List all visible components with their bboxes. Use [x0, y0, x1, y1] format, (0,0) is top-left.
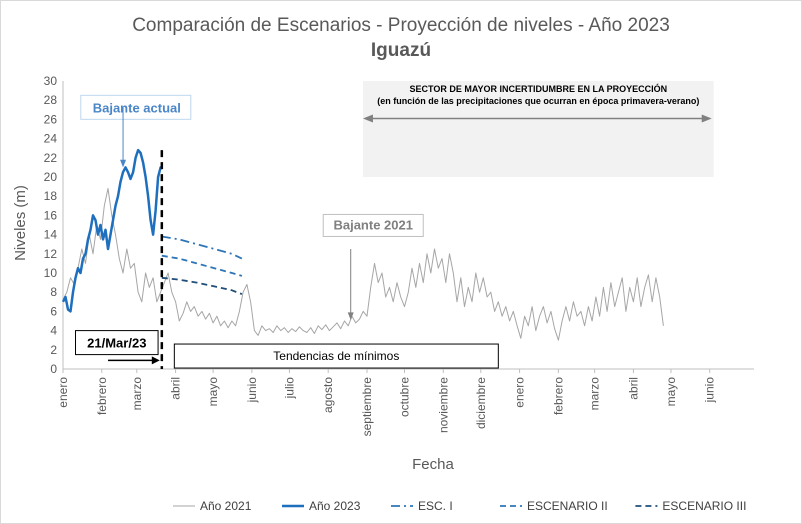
x-tick-label: mayo	[206, 377, 220, 407]
chart-subtitle: Iguazú	[371, 40, 431, 61]
x-tick-label: junio	[245, 377, 259, 404]
y-tick-label: 28	[44, 93, 58, 107]
x-tick-label: febrero	[95, 377, 109, 415]
y-tick-label: 16	[44, 208, 58, 222]
x-tick-label: enero	[56, 377, 70, 408]
date-label: 21/Mar/23	[87, 336, 146, 351]
y-tick-label: 22	[44, 151, 58, 165]
uncertainty-title: SECTOR DE MAYOR INCERTIDUMBRE EN LA PROY…	[409, 83, 667, 94]
series-0-line	[62, 188, 664, 341]
series-4-line	[161, 276, 243, 295]
y-axis-label: Niveles (m)	[12, 185, 29, 261]
y-tick-label: 26	[44, 112, 58, 126]
series-2-line	[161, 235, 243, 260]
x-tick-label: febrero	[551, 377, 565, 415]
x-tick-label: marzo	[588, 377, 602, 411]
y-tick-label: 0	[50, 362, 57, 376]
bajante-2021-box	[322, 213, 424, 237]
legend-label: Año 2021	[200, 499, 252, 513]
legend-label: ESCENARIO II	[527, 499, 608, 513]
x-tick-label: octubre	[398, 377, 412, 417]
y-tick-label: 8	[50, 285, 57, 299]
legend: Año 2021 Año 2023 ESC. I ESCENARIO II ESCENA…	[173, 499, 746, 513]
tendencias-label: Tendencias de mínimos	[273, 349, 399, 363]
y-tick-label: 12	[44, 247, 58, 261]
x-tick-label: mayo	[664, 377, 678, 407]
x-tick-label: diciembre	[474, 377, 488, 429]
y-tick-label: 6	[50, 304, 57, 318]
y-tick-label: 18	[44, 189, 58, 203]
uncertainty-subtitle: (en función de las precipitaciones que o…	[377, 96, 699, 106]
x-axis-label: Fecha	[412, 456, 454, 473]
x-tick-label: noviembre	[436, 377, 450, 433]
uncertainty-arrow-right-head	[701, 114, 712, 123]
date-box	[75, 330, 159, 356]
bajante-2021-label: Bajante 2021	[333, 217, 413, 232]
y-tick-label: 4	[50, 324, 57, 338]
bajante-2021-arrow-head	[347, 312, 354, 321]
bajante-actual-arrow-head	[120, 159, 127, 168]
series-3-line	[161, 254, 243, 277]
x-tick-label: enero	[513, 377, 527, 408]
x-tick-label: septiembre	[360, 377, 374, 437]
legend-label: ESCENARIO III	[662, 499, 746, 513]
uncertainty-region	[362, 81, 714, 177]
y-tick-label: 24	[44, 132, 58, 146]
bajante-actual-label: Bajante actual	[93, 100, 181, 115]
chart-title: Comparación de Escenarios - Proyección d…	[132, 15, 670, 36]
x-tick-label: junio	[703, 377, 717, 404]
y-tick-label: 14	[44, 228, 58, 242]
x-tick-label: abril	[626, 377, 640, 400]
series-1-line	[61, 148, 163, 313]
x-tick-label: abril	[169, 377, 183, 400]
x-tick-label: julio	[282, 377, 296, 400]
date-arrow-head	[151, 356, 160, 365]
x-tick-group: enero febrero marzo abril mayo junio julio agos…	[56, 369, 717, 436]
y-tick-label: 30	[44, 74, 58, 88]
tendencias-box	[173, 343, 499, 369]
y-tick-label: 2	[50, 343, 57, 357]
x-tick-label: agosto	[321, 377, 335, 413]
y-tick-label: 20	[44, 170, 58, 184]
series-layer	[61, 148, 664, 341]
legend-label: ESC. I	[418, 499, 453, 513]
uncertainty-arrow-left-head	[362, 114, 373, 123]
y-tick-label: 10	[44, 266, 58, 280]
bajante-actual-box	[80, 94, 192, 120]
legend-label: Año 2023	[309, 499, 361, 513]
x-tick-label: marzo	[130, 377, 144, 411]
